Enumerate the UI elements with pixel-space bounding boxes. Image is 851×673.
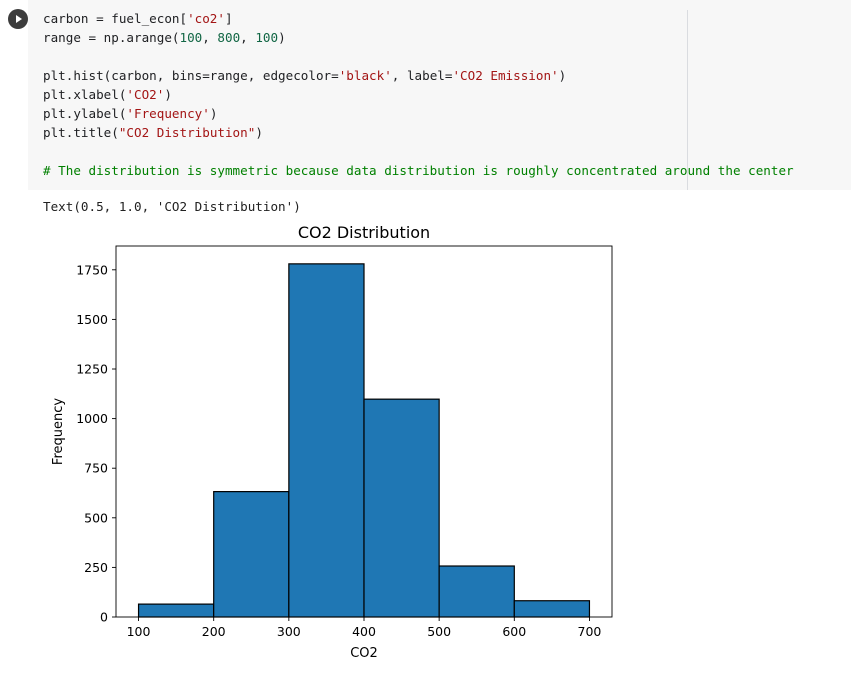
code-token: , label= [391,68,453,83]
code-token: ) [164,87,172,102]
code-token: ] [224,11,233,26]
histogram-bar [137,603,215,618]
histogram-bar [513,600,591,618]
y-tick-label: 1500 [76,312,108,327]
code-token: ) [209,106,218,121]
y-tick-label: 250 [84,560,108,575]
code-token-num: 800 [217,30,241,45]
y-axis-label: Frequency [51,398,66,465]
histogram-bar [363,398,440,618]
y-tick-label: 1750 [76,262,108,277]
x-axis-label: CO2 [350,646,378,661]
play-icon [16,15,22,23]
x-tick-label: 500 [427,624,451,639]
code-token-str: 'co2' [187,11,225,26]
chart-svg: 0 250 500 750 1000 1250 1500 1750 100 200 300 400 5… [51,223,613,661]
code-token: plt.title( [43,125,119,140]
code-line: carbon = fuel_econ['co2'] [43,9,233,28]
x-tick-label: 400 [352,624,376,639]
code-token: ) [278,30,286,45]
x-tick-label: 100 [127,624,151,639]
code-line: plt.ylabel('Frequency') [43,104,217,123]
run-cell-button[interactable] [8,9,28,29]
bars [137,263,591,618]
x-tick-label: 200 [202,624,226,639]
editor-ruler [687,10,688,190]
histogram-bar [438,565,515,618]
code-token: plt.hist(carbon, bins=range, edgecolor= [43,68,339,83]
code-token-cmt: # The distribution is symmetric because … [43,163,794,178]
x-tick-label: 700 [578,624,602,639]
code-editor[interactable]: carbon = fuel_econ['co2'] range = np.aran… [28,0,851,190]
y-axis: 0 250 500 750 1000 1250 1500 1750 [76,262,116,625]
code-token-num: 100 [179,30,203,45]
code-token-num: 100 [255,30,279,45]
code-token: range = np.arange( [43,30,180,45]
code-cell[interactable]: carbon = fuel_econ['co2'] range = np.aran… [0,0,851,190]
code-token: plt.xlabel( [43,87,127,102]
y-tick-label: 750 [84,461,108,476]
code-line: # The distribution is symmetric because … [43,161,794,180]
code-token-str: "CO2 Distribution" [118,125,256,140]
x-tick-label: 300 [277,624,301,639]
histogram-bar [288,263,365,618]
y-tick-label: 500 [84,510,108,525]
plot-frame [115,245,613,618]
code-token-str: 'black' [338,68,392,83]
code-line: range = np.arange(100, 800, 100) [43,28,286,47]
x-tick-label: 600 [502,624,526,639]
code-token: ) [255,125,263,140]
x-axis: 100 200 300 400 500 600 700 [127,617,602,639]
histogram-chart: 0 250 500 750 1000 1250 1500 1750 100 200 300 400 5… [0,218,640,672]
y-tick-label: 0 [100,610,108,625]
y-tick-label: 1000 [76,411,108,426]
code-token: ) [558,68,567,83]
code-line: plt.title("CO2 Distribution") [43,123,263,142]
code-token-str: 'Frequency' [126,106,210,121]
cell-output-text: Text(0.5, 1.0, 'CO2 Distribution') [43,199,301,214]
code-token-str: 'CO2' [126,87,165,102]
y-tick-label: 1250 [76,362,108,377]
code-line: plt.hist(carbon, bins=range, edgecolor='… [43,66,566,85]
code-token: plt.ylabel( [43,106,127,121]
code-token: , [202,30,218,45]
code-token: , [240,30,256,45]
code-line: plt.xlabel('CO2') [43,85,172,104]
histogram-bar [213,491,290,618]
chart-title: CO2 Distribution [298,223,430,242]
code-token: carbon = fuel_econ[ [43,11,188,26]
code-token-str: 'CO2 Emission' [452,68,559,83]
